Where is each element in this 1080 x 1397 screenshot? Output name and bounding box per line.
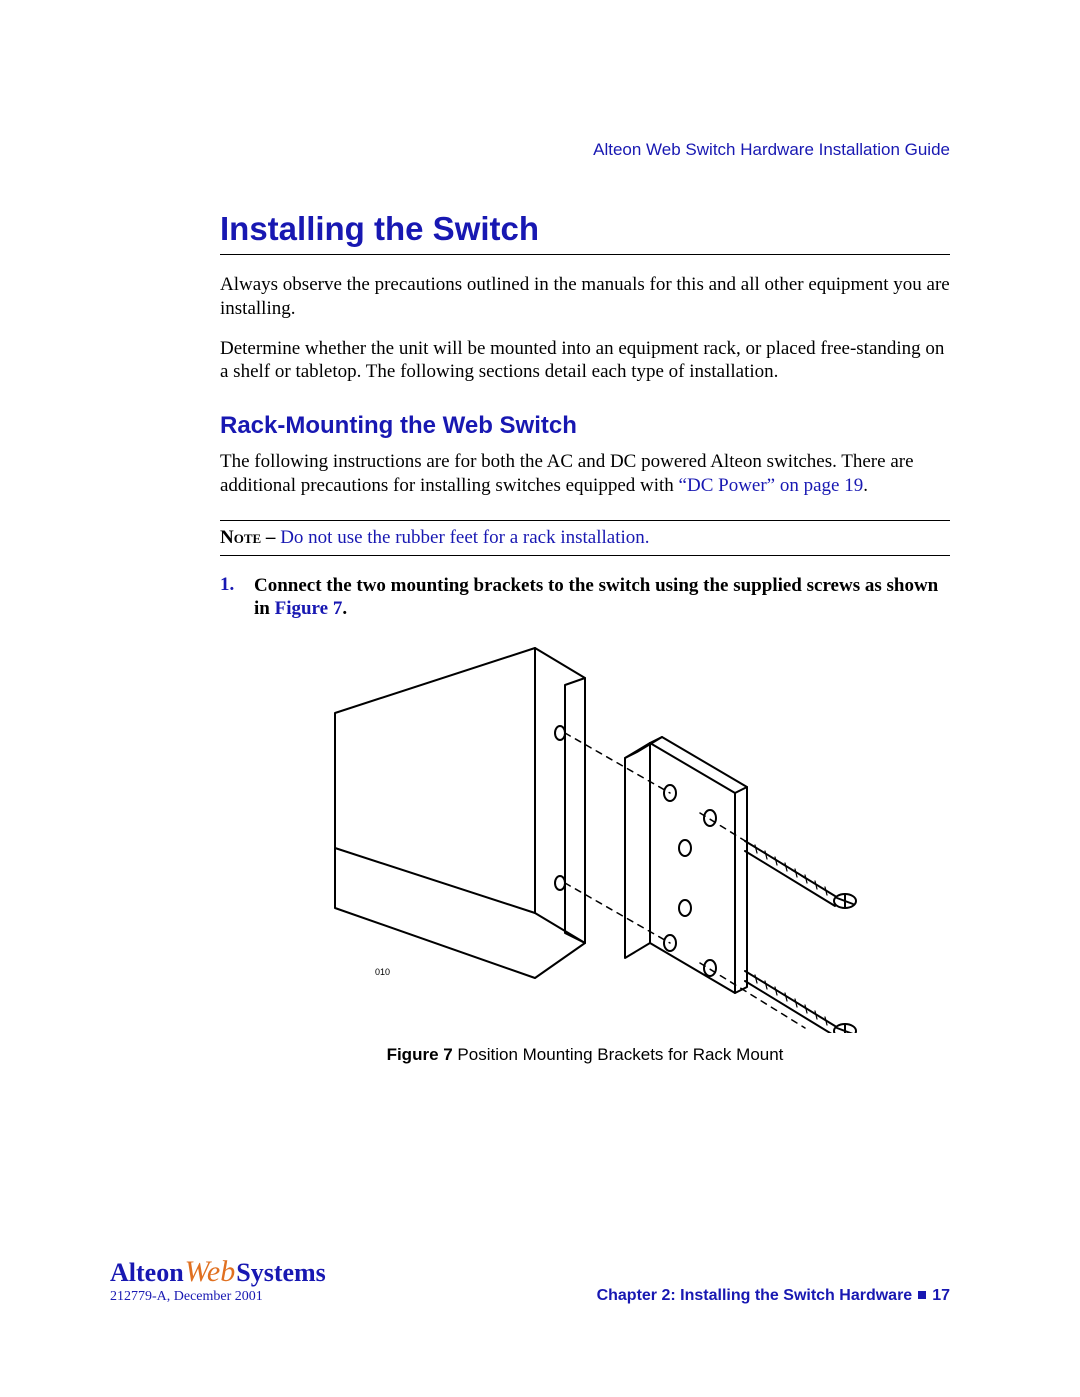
note-rule-bottom — [220, 555, 950, 556]
step-text-a: Connect the two mounting brackets to the… — [254, 575, 938, 620]
intro-para-2: Determine whether the unit will be mount… — [220, 337, 950, 385]
figure-caption-text: Position Mounting Brackets for Rack Moun… — [453, 1045, 784, 1064]
note-label: Note – — [220, 527, 280, 548]
note-text: Do not use the rubber feet for a rack in… — [280, 527, 649, 548]
brand-logo: AlteonWebSystems — [110, 1257, 326, 1287]
step-text-b: . — [342, 598, 347, 619]
note-block: Note – Do not use the rubber feet for a … — [220, 520, 950, 556]
page: Alteon Web Switch Hardware Installation … — [0, 0, 1080, 1397]
page-number: 17 — [932, 1287, 950, 1304]
intro-para-1: Always observe the precautions outlined … — [220, 273, 950, 321]
figure-ref-link[interactable]: Figure 7 — [275, 598, 343, 619]
figure-caption: Figure 7 Position Mounting Brackets for … — [220, 1045, 950, 1065]
dc-power-link[interactable]: “DC Power” on page 19 — [679, 475, 864, 496]
brand-systems: Systems — [236, 1258, 326, 1287]
square-bullet-icon — [918, 1291, 926, 1299]
section-title: Installing the Switch — [220, 210, 950, 248]
document-header: Alteon Web Switch Hardware Installation … — [220, 140, 950, 160]
chapter-title: Chapter 2: Installing the Switch Hardwar… — [597, 1287, 913, 1304]
document-number: 212779-A, December 2001 — [110, 1289, 326, 1305]
brand-alteon: Alteon — [110, 1258, 184, 1287]
figure-label: Figure 7 — [387, 1045, 453, 1064]
brand-web: Web — [184, 1255, 237, 1288]
step-1: 1. Connect the two mounting brackets to … — [220, 574, 950, 622]
subsection-text-b: . — [863, 475, 868, 496]
bracket-diagram-icon: 010 — [305, 633, 865, 1033]
subsection-title: Rack-Mounting the Web Switch — [220, 412, 950, 440]
figure-7: 010 Figure 7 Position Mounting Brackets … — [220, 633, 950, 1065]
step-number: 1. — [220, 574, 254, 622]
subsection-para: The following instructions are for both … — [220, 450, 950, 498]
svg-label: 010 — [375, 967, 390, 977]
footer-left: AlteonWebSystems 212779-A, December 2001 — [110, 1257, 326, 1305]
step-text: Connect the two mounting brackets to the… — [254, 574, 950, 622]
footer-right: Chapter 2: Installing the Switch Hardwar… — [597, 1287, 950, 1305]
section-rule — [220, 254, 950, 255]
page-footer: AlteonWebSystems 212779-A, December 2001… — [110, 1257, 950, 1305]
